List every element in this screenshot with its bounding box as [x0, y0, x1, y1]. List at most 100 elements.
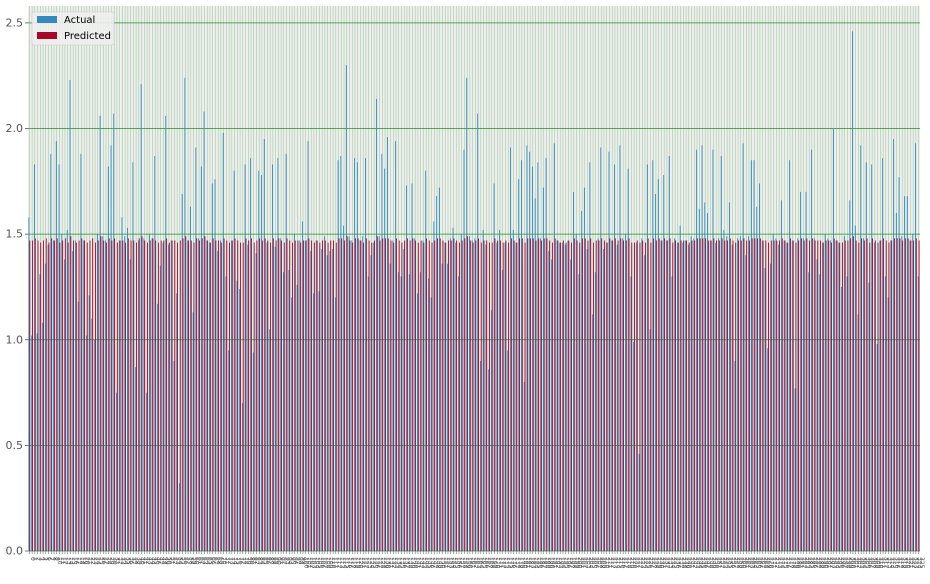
bar-predicted — [86, 242, 88, 551]
bar-actual — [228, 350, 230, 551]
bar-actual — [600, 147, 602, 551]
bar-actual — [838, 242, 840, 551]
bar-predicted — [149, 240, 151, 551]
bar-predicted — [844, 240, 846, 551]
bar-actual — [537, 162, 539, 552]
bar-predicted — [833, 238, 835, 552]
bar-predicted — [168, 242, 170, 551]
x-tick-label: 199 — [573, 557, 580, 569]
x-tick-label: 306 — [866, 557, 873, 569]
bar-actual — [791, 240, 793, 551]
x-tick-label: 209 — [601, 557, 608, 569]
bar-predicted — [768, 242, 770, 551]
x-tick-label: 97 — [294, 557, 301, 565]
x-tick-label: 90 — [275, 557, 282, 565]
bar-actual — [693, 238, 695, 552]
bar-actual — [876, 343, 878, 551]
bar-actual — [581, 210, 583, 551]
bar-actual — [666, 240, 667, 551]
bar-actual — [252, 352, 254, 551]
bar-actual — [712, 149, 714, 551]
bar-predicted — [253, 242, 255, 551]
x-tick-label: 85 — [261, 557, 268, 565]
bar-actual — [430, 297, 432, 551]
x-tick-label: 247 — [705, 557, 712, 569]
x-tick-label: 84 — [259, 557, 266, 565]
x-tick-label: 234 — [669, 557, 676, 569]
x-tick-label: 211 — [606, 557, 613, 569]
x-tick-label: 135 — [398, 557, 405, 569]
x-tick-label: 75 — [234, 557, 241, 565]
bar-predicted — [560, 242, 562, 551]
bar-actual — [406, 185, 407, 551]
x-tick-label: 311 — [880, 557, 887, 569]
bar-predicted — [691, 240, 693, 551]
x-tick-label: 26 — [100, 557, 107, 565]
bar-actual — [756, 206, 758, 552]
x-tick-label: 237 — [677, 557, 684, 569]
bar-predicted — [182, 238, 184, 552]
bar-actual — [772, 234, 774, 552]
bar-actual — [674, 238, 676, 552]
bar-actual — [512, 229, 514, 551]
bar-actual — [748, 236, 749, 551]
bar-predicted — [666, 240, 668, 551]
bar-predicted — [40, 242, 42, 551]
bar-actual — [200, 166, 202, 551]
bar-actual — [367, 276, 369, 551]
bar-actual — [288, 270, 290, 551]
bar-actual — [660, 240, 662, 551]
x-tick-label: 203 — [584, 557, 591, 569]
x-tick-label: 155 — [453, 557, 460, 569]
x-tick-label: 115 — [344, 557, 351, 569]
bar-actual — [170, 240, 172, 551]
x-tick-label: 210 — [603, 557, 610, 569]
bar-predicted — [349, 240, 351, 551]
x-tick-label: 129 — [382, 557, 389, 569]
x-tick-label: 261 — [743, 557, 750, 569]
bar-predicted — [204, 236, 206, 551]
bar-predicted — [795, 242, 797, 551]
bar-actual — [638, 453, 640, 551]
bar-predicted — [335, 242, 337, 551]
bar-actual — [310, 251, 312, 551]
bar-actual — [239, 289, 241, 551]
bar-predicted — [601, 238, 603, 552]
x-tick-label: 169 — [491, 557, 498, 569]
bar-actual — [904, 196, 905, 551]
x-tick-label: 318 — [899, 557, 906, 569]
bar-actual — [510, 147, 511, 551]
x-tick-label: 116 — [346, 557, 353, 569]
x-tick-label: 171 — [497, 557, 504, 569]
x-tick-label: 298 — [844, 557, 851, 569]
bar-predicted — [193, 242, 195, 551]
x-tick-label: 260 — [740, 557, 747, 569]
bar-actual — [187, 240, 189, 551]
x-tick-label: 81 — [251, 557, 258, 565]
x-tick-label: 137 — [404, 557, 411, 569]
bar-actual — [389, 263, 391, 551]
bar-actual — [548, 251, 550, 551]
bar-predicted — [587, 240, 589, 551]
bar-predicted — [218, 240, 220, 551]
bar-predicted — [746, 240, 748, 551]
bar-actual — [479, 360, 481, 551]
bar-predicted — [231, 240, 233, 551]
x-tick-label: 52 — [171, 557, 178, 565]
bar-predicted — [199, 240, 200, 551]
x-tick-label: 93 — [283, 557, 290, 565]
x-tick-label: 307 — [869, 557, 876, 569]
x-tick-label: 219 — [628, 557, 635, 569]
x-tick-label: 250 — [713, 557, 720, 569]
bar-predicted — [809, 240, 811, 551]
bar-actual — [504, 242, 506, 551]
x-tick-label: 256 — [729, 557, 736, 569]
bar-predicted — [489, 242, 490, 551]
x-tick-label: 248 — [707, 557, 714, 569]
x-tick-label: 9 — [53, 557, 60, 561]
bar-actual — [633, 341, 635, 551]
x-tick-label: 293 — [831, 557, 838, 569]
bar-actual — [447, 263, 449, 551]
bar-actual — [422, 240, 424, 551]
bar-predicted — [415, 240, 417, 551]
